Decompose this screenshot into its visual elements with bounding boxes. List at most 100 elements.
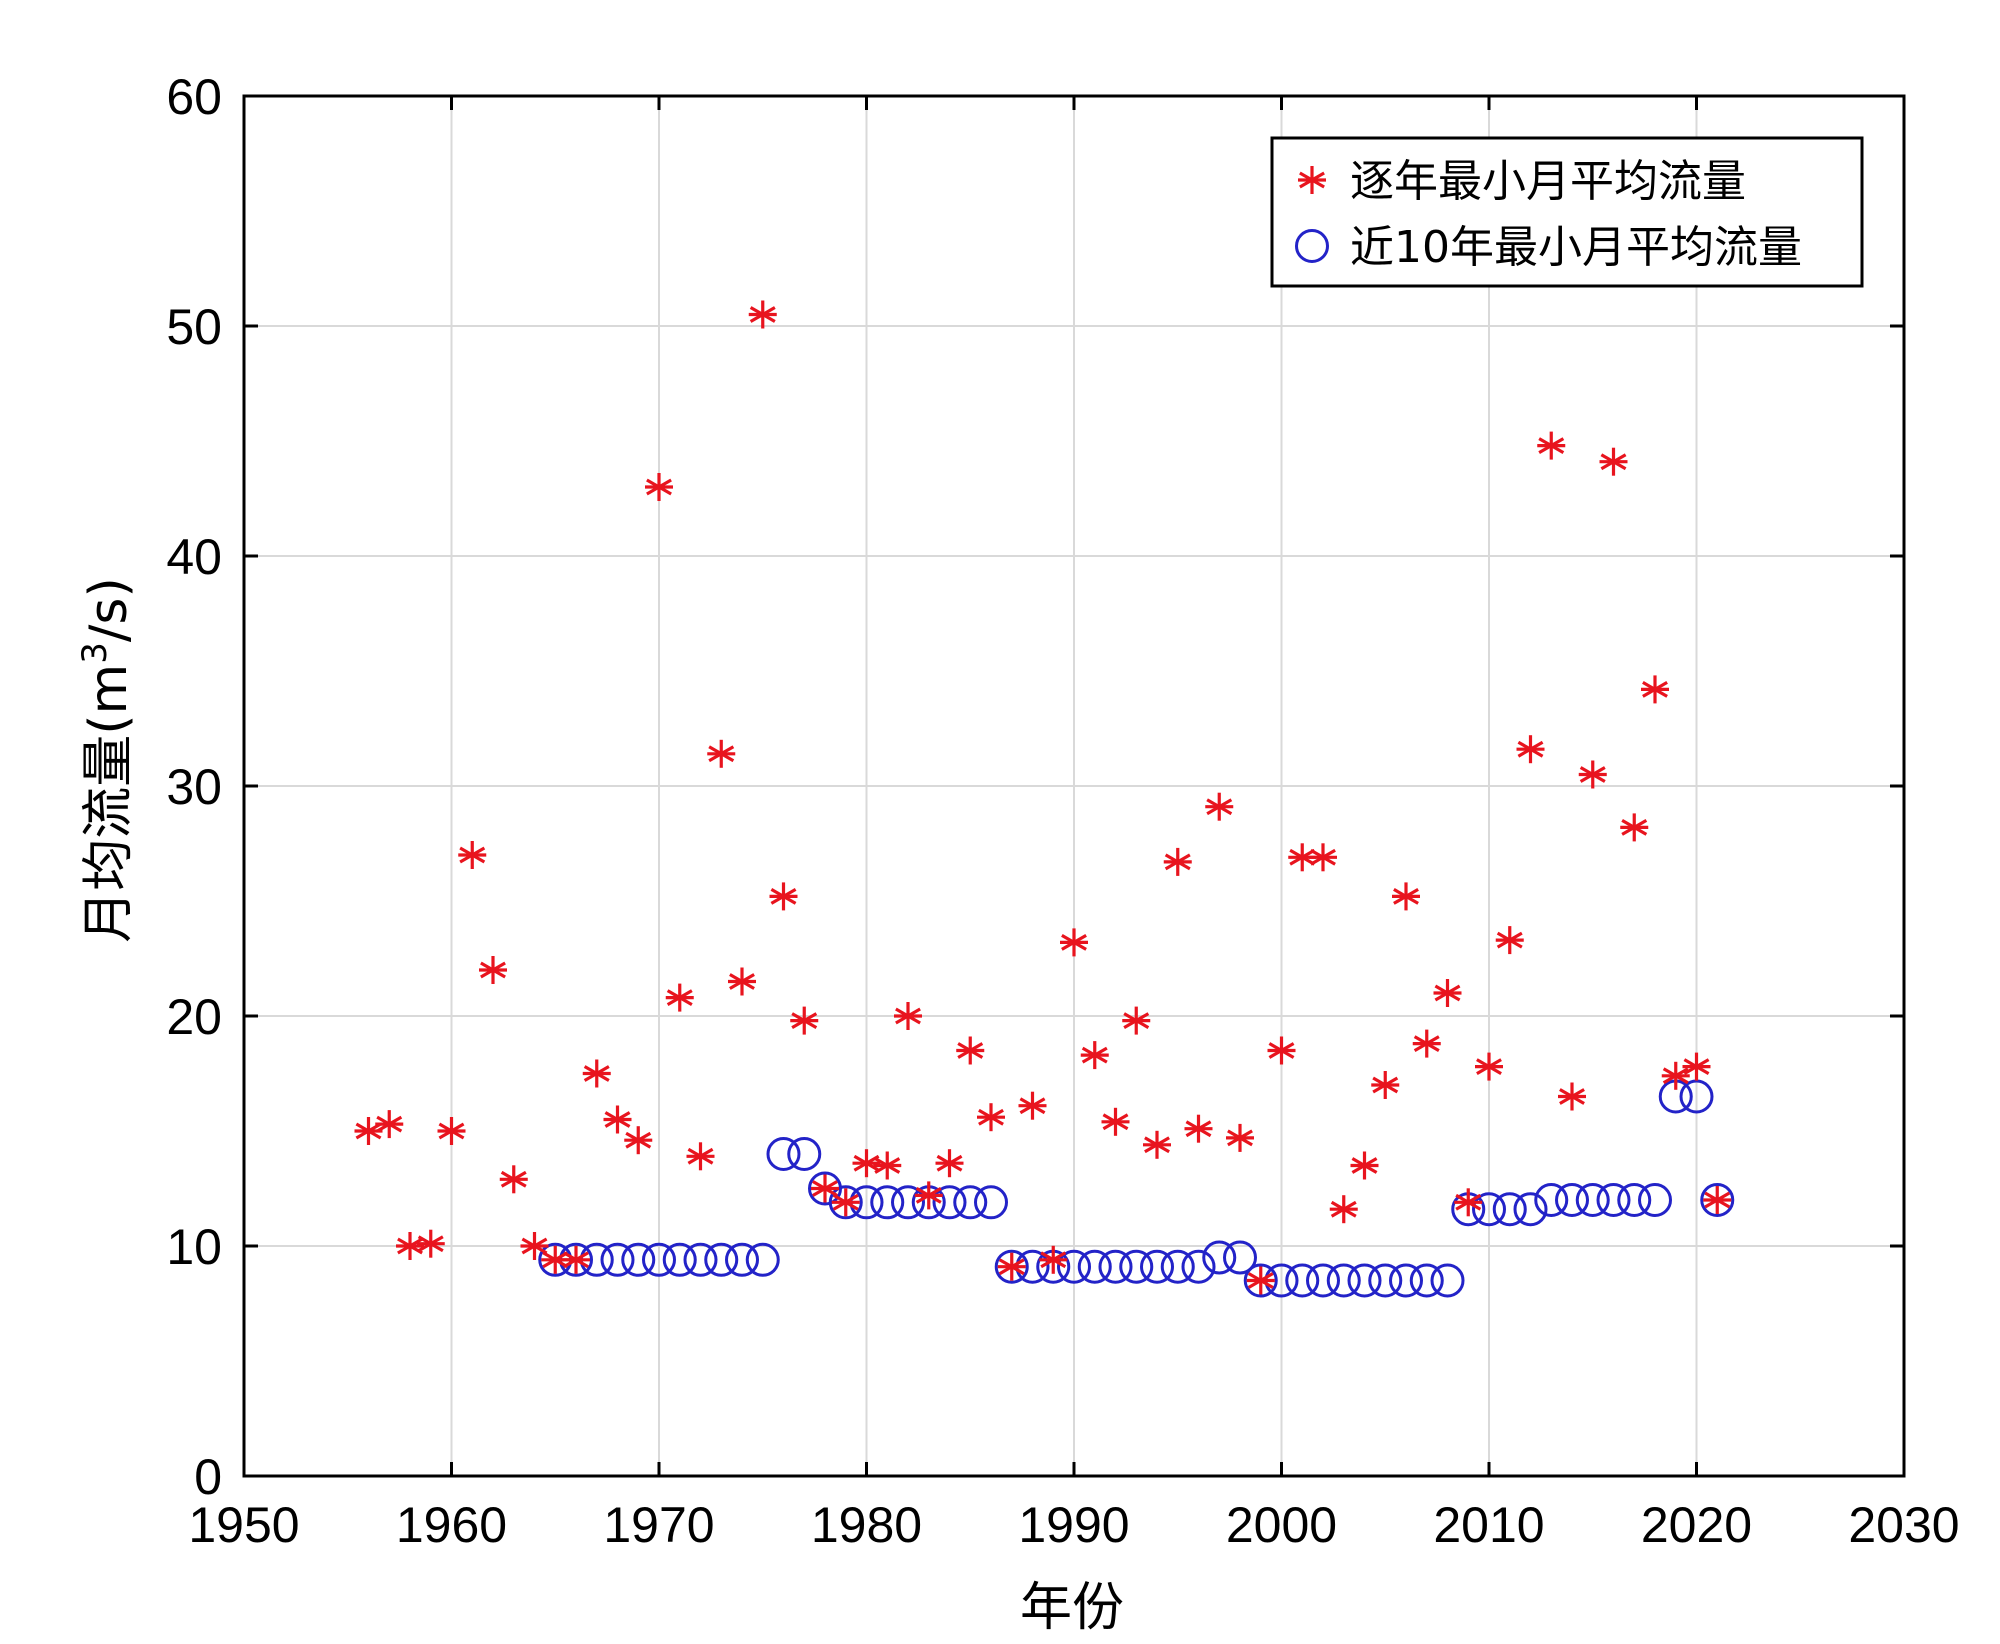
series-annual-asterisks [354, 300, 1732, 1295]
asterisk-point-2006 [1392, 882, 1420, 911]
circle-point-1998 [1223, 1240, 1257, 1275]
asterisk-point-1993 [1122, 1006, 1151, 1035]
x-axis-title: 年份 [1020, 1578, 1124, 1638]
circle-point-2002 [1306, 1263, 1340, 1298]
x-tick-label-1960: 1960 [396, 1497, 507, 1553]
asterisk-point-1976 [769, 882, 798, 911]
circle-point-1970 [642, 1242, 676, 1277]
asterisk-point-1989 [1039, 1245, 1068, 1274]
circle-point-1971 [662, 1242, 697, 1277]
circle-point-1994 [1140, 1249, 1174, 1284]
y-tick-label-50: 50 [166, 299, 222, 355]
circle-point-1992 [1098, 1249, 1133, 1284]
y-tick-label-0: 0 [194, 1449, 222, 1505]
circle-point-2003 [1326, 1263, 1361, 1298]
circle-point-2001 [1285, 1263, 1320, 1298]
asterisk-point-2002 [1309, 843, 1337, 872]
y-tick-label-20: 20 [166, 989, 222, 1045]
asterisk-point-1978 [811, 1174, 839, 1203]
circle-point-1991 [1077, 1249, 1112, 1284]
circle-point-1997 [1202, 1240, 1237, 1275]
asterisk-point-2004 [1350, 1151, 1379, 1180]
asterisk-point-1959 [416, 1229, 445, 1258]
asterisk-point-2013 [1537, 431, 1566, 460]
asterisk-point-1995 [1163, 847, 1192, 876]
asterisk-point-1964 [520, 1232, 549, 1260]
circle-point-2004 [1347, 1263, 1382, 1298]
legend-marker-asterisk [1298, 166, 1326, 194]
asterisk-point-1960 [437, 1117, 466, 1145]
asterisk-point-1983 [914, 1181, 943, 1210]
x-tick-label-2010: 2010 [1433, 1497, 1544, 1553]
legend-asterisk-icon [1298, 166, 1326, 194]
circle-point-1993 [1119, 1249, 1154, 1284]
asterisk-point-2008 [1433, 979, 1462, 1007]
asterisk-point-1987 [997, 1252, 1026, 1281]
data-series [354, 300, 1735, 1298]
asterisk-point-1994 [1143, 1130, 1171, 1159]
asterisk-point-1958 [396, 1232, 424, 1260]
asterisk-point-1968 [603, 1105, 632, 1134]
asterisk-point-1972 [686, 1142, 715, 1171]
asterisk-point-2003 [1329, 1195, 1358, 1224]
circle-point-1990 [1057, 1249, 1091, 1284]
series-window-circles [538, 1079, 1735, 1298]
asterisk-point-1974 [728, 967, 756, 996]
circle-point-1977 [787, 1137, 822, 1171]
circle-point-2017 [1617, 1183, 1652, 1217]
circle-point-2007 [1409, 1263, 1444, 1298]
x-tick-label-1980: 1980 [811, 1497, 922, 1553]
asterisk-point-1971 [665, 983, 694, 1012]
asterisk-point-2007 [1412, 1029, 1441, 1058]
circle-point-2015 [1575, 1183, 1610, 1217]
asterisk-point-1991 [1080, 1041, 1109, 1070]
legend: 逐年最小月平均流量 近10年最小月平均流量 [1270, 136, 1864, 288]
circle-point-1975 [745, 1242, 780, 1277]
legend-label-annual: 逐年最小月平均流量 [1350, 156, 1746, 207]
legend-circle-icon [1295, 229, 1329, 263]
legend-label-window: 近10年最小月平均流量 [1350, 222, 1802, 273]
asterisk-point-1981 [873, 1151, 902, 1180]
circle-point-1986 [974, 1185, 1008, 1220]
asterisk-point-1984 [935, 1149, 964, 1178]
y-tick-label-60: 60 [166, 69, 222, 125]
asterisk-point-1966 [562, 1245, 590, 1274]
y-tick-label-40: 40 [166, 529, 222, 585]
asterisk-point-1988 [1018, 1091, 1047, 1120]
asterisk-point-2020 [1682, 1052, 1711, 1081]
circle-point-1995 [1160, 1249, 1195, 1284]
circle-point-1969 [621, 1242, 656, 1277]
asterisk-point-1982 [894, 1002, 922, 1030]
asterisk-point-2012 [1516, 735, 1545, 764]
asterisk-point-1990 [1060, 928, 1088, 957]
y-axis-title: 月均流量(m3/s) [75, 577, 139, 943]
circle-point-1982 [891, 1185, 925, 1220]
circle-point-1968 [600, 1242, 635, 1277]
circle-point-1996 [1181, 1249, 1216, 1284]
asterisk-point-1985 [956, 1036, 985, 1065]
circle-point-1981 [870, 1185, 905, 1220]
circle-point-2020 [1679, 1079, 1714, 1114]
circle-point-1987 [994, 1249, 1029, 1284]
circle-point-2012 [1513, 1192, 1548, 1227]
asterisk-point-1997 [1205, 792, 1234, 821]
asterisk-point-1999 [1246, 1266, 1275, 1295]
asterisk-point-1962 [479, 956, 507, 984]
asterisk-point-2005 [1371, 1071, 1400, 1099]
x-tick-label-2020: 2020 [1641, 1497, 1752, 1553]
asterisk-point-2000 [1267, 1036, 1296, 1065]
asterisk-point-1969 [624, 1126, 653, 1155]
circle-point-2016 [1596, 1183, 1631, 1217]
x-tick-label-2030: 2030 [1848, 1497, 1959, 1553]
circle-point-1999 [1243, 1263, 1278, 1298]
asterisk-point-1996 [1184, 1114, 1213, 1143]
asterisk-point-2015 [1578, 760, 1607, 789]
asterisk-point-1975 [748, 300, 777, 329]
asterisk-point-2016 [1599, 447, 1628, 476]
asterisk-point-1998 [1226, 1123, 1254, 1152]
circle-point-2006 [1389, 1263, 1423, 1298]
axis-ticks: 1950 1960 1970 1980 1990 2000 2010 2020 20300102… [166, 69, 1959, 1553]
circle-point-1985 [953, 1185, 988, 1220]
asterisk-point-1963 [499, 1165, 528, 1194]
